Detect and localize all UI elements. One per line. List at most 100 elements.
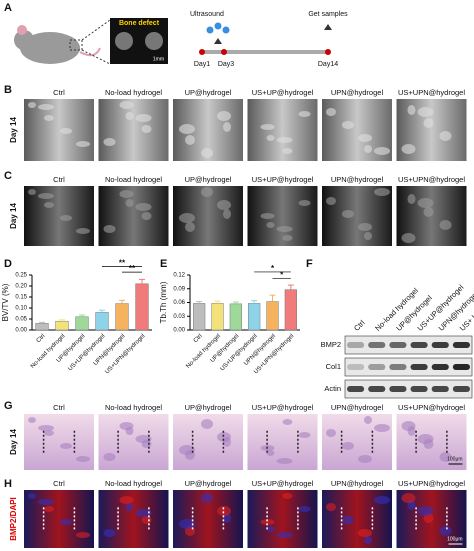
texture	[38, 193, 54, 199]
x-tick-label: US+UPN@hydrogel	[104, 333, 146, 375]
texture	[401, 144, 416, 154]
blot-frame	[344, 379, 473, 399]
row-label: Day 14	[9, 117, 18, 143]
group-header: No-load hydrogel	[105, 479, 162, 488]
texture	[374, 188, 390, 196]
panel-label: H	[4, 478, 12, 490]
texture	[423, 118, 434, 128]
y-tick-label: 0.20	[15, 284, 27, 290]
x-tick-label: Ctrl	[193, 333, 204, 344]
texture	[103, 138, 116, 146]
micrograph	[98, 490, 169, 548]
group-header: No-load hydrogel	[105, 88, 162, 97]
texture	[60, 128, 72, 134]
group-header: US+UPN@hydrogel	[398, 479, 465, 488]
texture	[28, 417, 36, 423]
texture	[417, 198, 434, 208]
get-samples-label: Get samples	[308, 11, 348, 18]
y-axis-label: Tb.Th (mm)	[159, 281, 168, 323]
texture	[342, 516, 354, 524]
group-header: UP@hydrogel	[185, 88, 232, 97]
texture	[401, 233, 416, 243]
texture	[135, 509, 152, 517]
bar	[55, 320, 69, 331]
group-header: US+UP@hydrogel	[252, 403, 314, 412]
texture	[103, 453, 116, 461]
micrograph	[24, 186, 94, 246]
texture	[260, 213, 275, 219]
day-label: Day1	[194, 61, 210, 68]
texture	[179, 445, 195, 455]
lane-label: Ctrl	[352, 318, 367, 333]
scale-label: 1mm	[153, 56, 164, 62]
texture	[276, 532, 293, 538]
texture	[417, 107, 434, 117]
texture	[439, 526, 452, 536]
group-header: UPN@hydrogel	[331, 479, 384, 488]
texture	[266, 222, 275, 228]
texture	[326, 503, 336, 511]
texture	[135, 114, 152, 122]
group-header: US+UPN@hydrogel	[398, 175, 465, 184]
group-header: US+UP@hydrogel	[252, 88, 314, 97]
ultrasound-label: Ultrasound	[190, 11, 224, 18]
group-header: US+UPN@hydrogel	[398, 88, 465, 97]
group-header: UP@hydrogel	[185, 403, 232, 412]
texture	[358, 455, 372, 463]
group-header: UP@hydrogel	[185, 479, 232, 488]
group-header: No-load hydrogel	[105, 403, 162, 412]
row-label: Day 14	[9, 429, 18, 455]
y-tick-label: 0.03	[173, 314, 185, 320]
group-header: UPN@hydrogel	[331, 403, 384, 412]
texture	[119, 190, 134, 198]
y-tick-label: 0.12	[173, 273, 185, 279]
texture	[141, 516, 152, 524]
y-tick-label: 0.00	[15, 328, 27, 334]
texture	[298, 506, 311, 512]
bar	[284, 289, 297, 331]
texture	[44, 506, 54, 512]
texture	[417, 434, 434, 444]
y-tick-label: 0.05	[15, 317, 27, 323]
inset-label: Bone defect	[119, 20, 160, 27]
group-header: UP@hydrogel	[185, 175, 232, 184]
texture	[28, 189, 36, 195]
texture	[260, 519, 275, 525]
texture	[28, 493, 36, 499]
texture	[282, 148, 293, 154]
texture	[364, 536, 372, 544]
texture	[179, 124, 195, 134]
y-tick-label: 0.15	[15, 295, 27, 301]
texture	[326, 429, 336, 437]
blot-band	[347, 386, 365, 392]
blot-band	[431, 342, 449, 348]
y-tick-label: 0.00	[173, 328, 185, 334]
texture	[364, 232, 372, 240]
row-label: BMP2/DAPI	[9, 497, 18, 541]
texture	[119, 496, 134, 504]
texture	[179, 519, 195, 529]
y-tick-label: 0.25	[15, 273, 27, 279]
texture	[125, 503, 134, 511]
blot-band	[431, 386, 449, 392]
panel-label: B	[4, 84, 12, 96]
group-header: US+UPN@hydrogel	[398, 403, 465, 412]
texture	[326, 197, 336, 205]
texture	[201, 493, 213, 503]
blot-band	[347, 364, 365, 370]
micrograph	[98, 99, 169, 161]
group-header: UPN@hydrogel	[331, 175, 384, 184]
blot-band	[389, 364, 407, 370]
blot-band	[410, 342, 428, 348]
panel-label: F	[306, 258, 313, 270]
micrograph	[24, 490, 94, 548]
texture	[141, 125, 152, 133]
bar	[115, 303, 129, 331]
texture	[28, 102, 36, 108]
timeline	[199, 22, 332, 55]
texture	[185, 135, 195, 145]
micrograph	[24, 99, 94, 161]
micrograph	[247, 99, 318, 161]
texture	[298, 200, 311, 206]
texture	[76, 532, 90, 538]
